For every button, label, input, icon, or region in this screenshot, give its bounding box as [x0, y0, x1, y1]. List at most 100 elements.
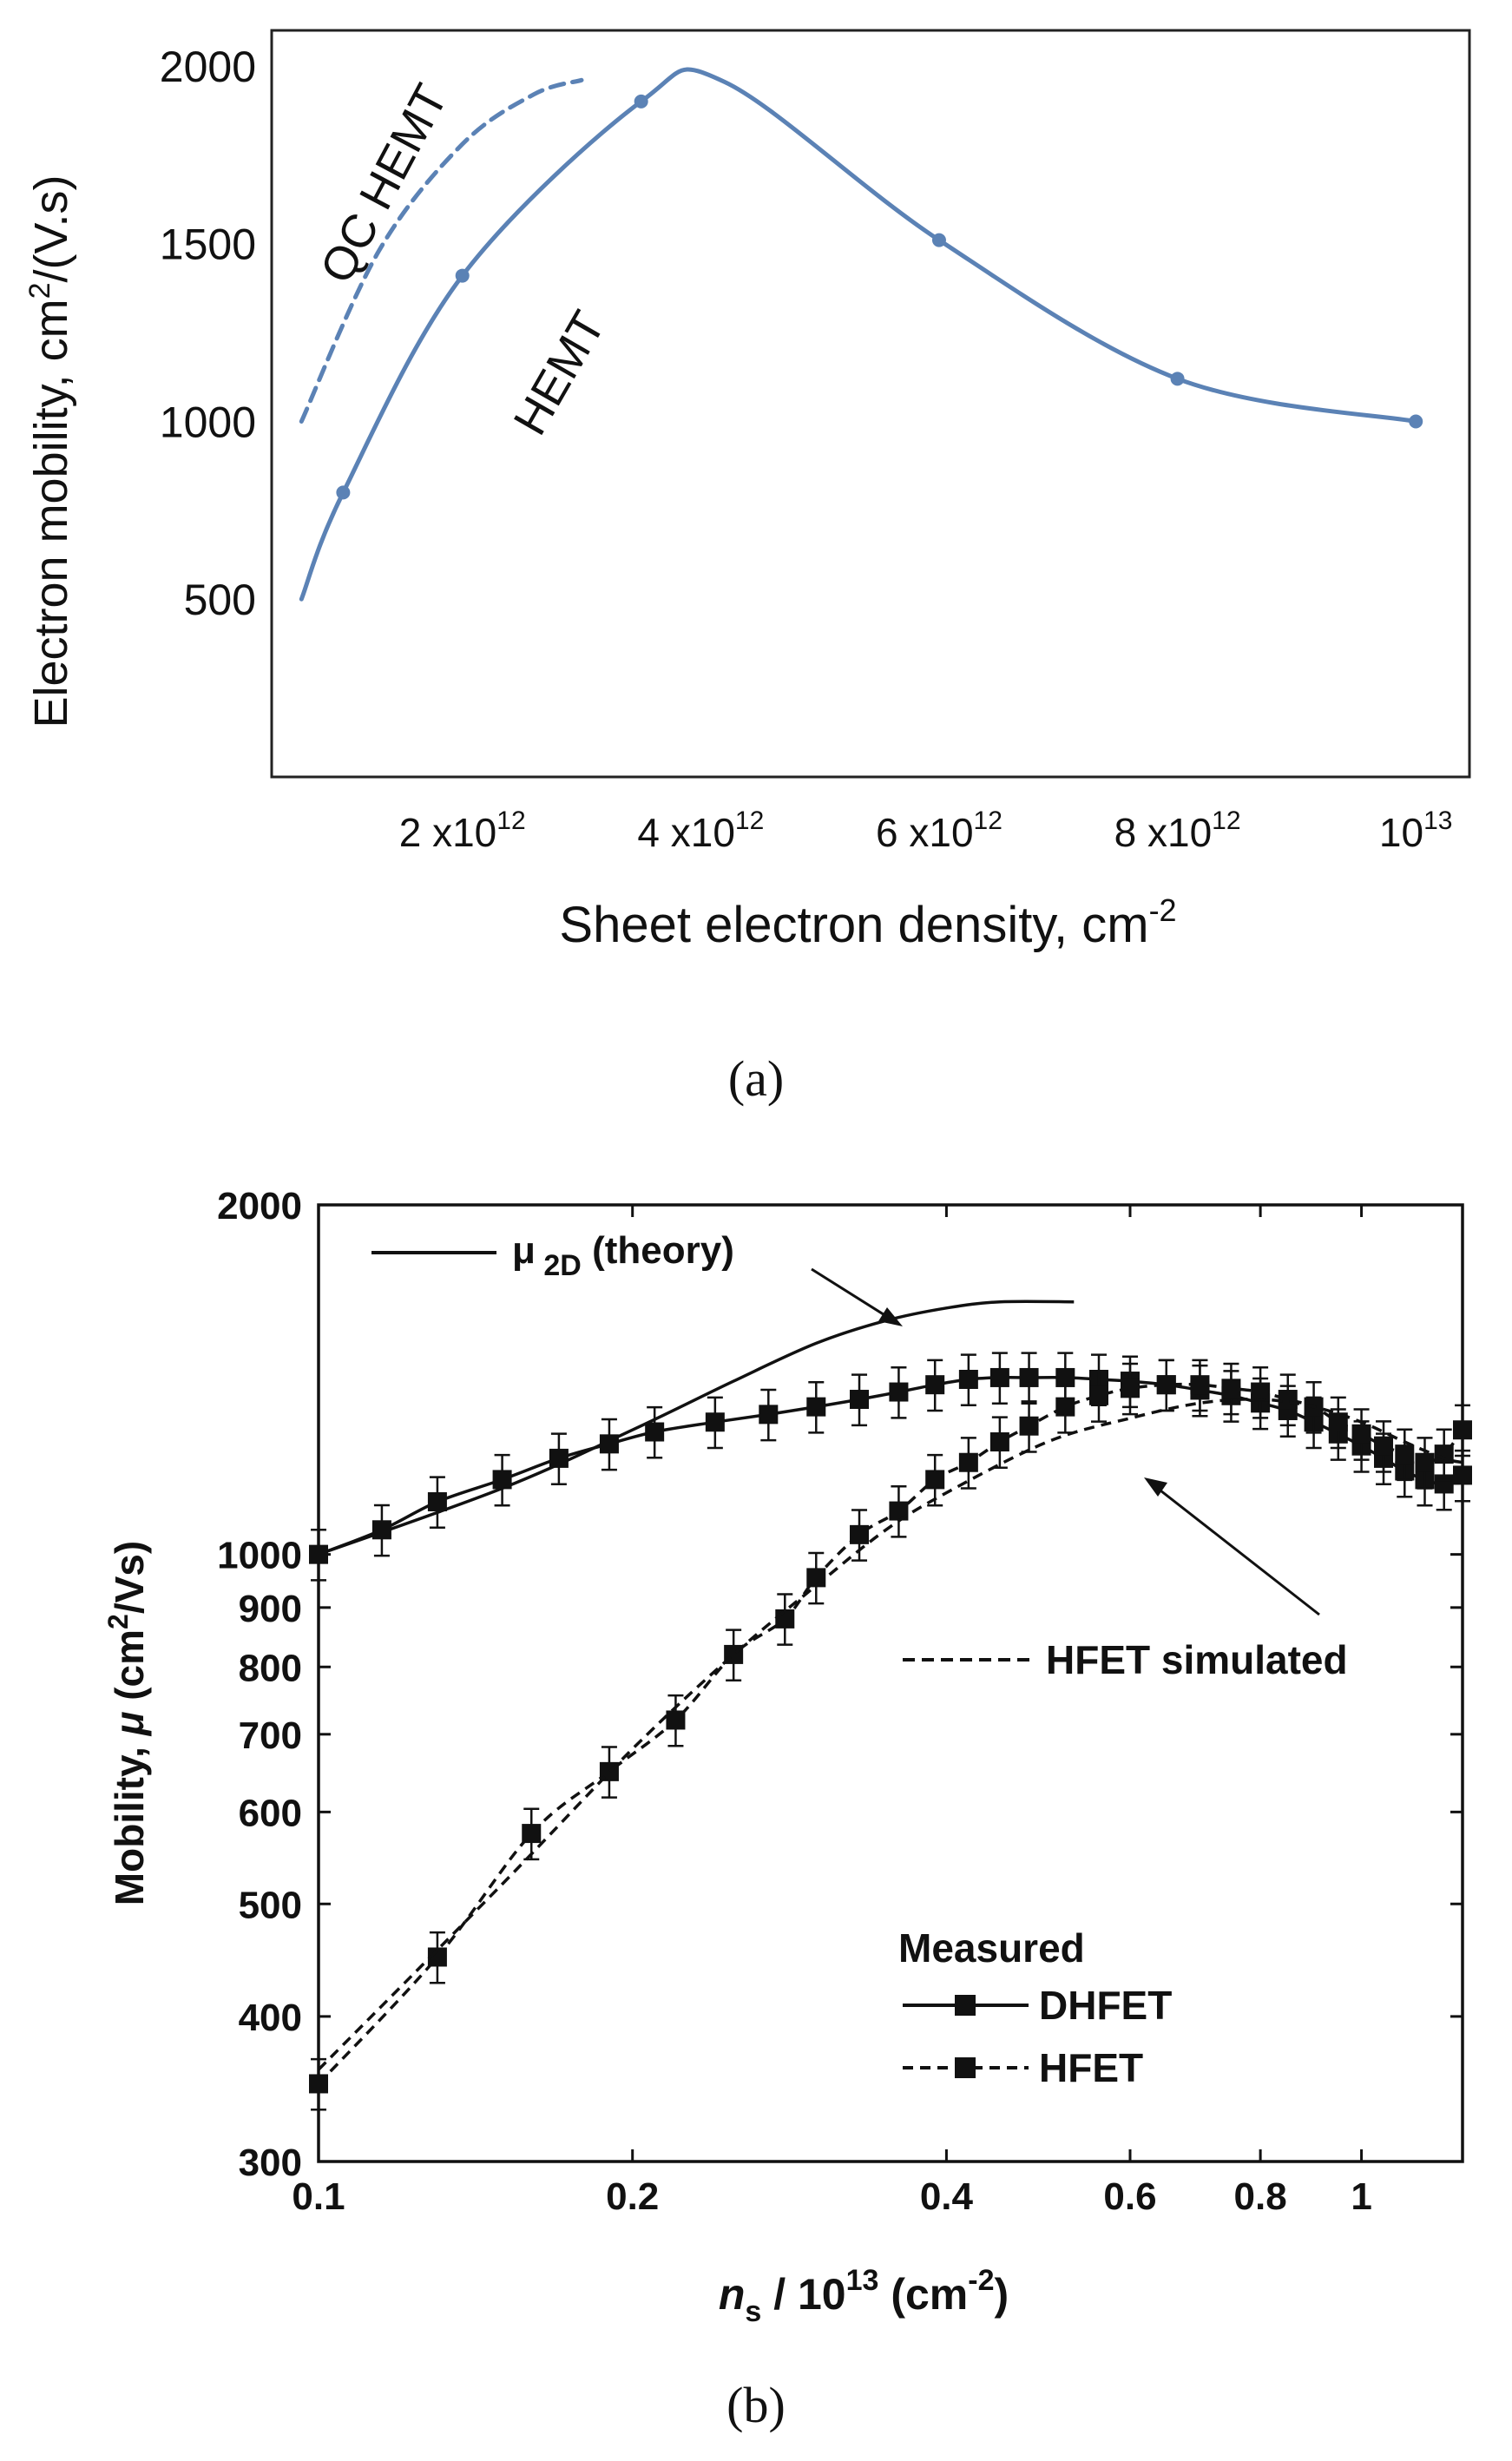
- panel-b-hfet-marker-19: [1221, 1379, 1241, 1398]
- panel-b-hfet-marker-18: [1190, 1375, 1210, 1395]
- panel-b-dhfet-marker-11: [889, 1382, 909, 1402]
- panel-a-hemt-marker-3: [931, 233, 946, 247]
- panel-a-x-tick-label-2: 2 x1012: [399, 806, 526, 855]
- panel-b-x-axis-label: ns / 1013 (cm-2): [719, 2264, 1009, 2328]
- panel-b-y-tick-label-2000: 2000: [217, 1185, 302, 1227]
- panel-b-hfet-marker-23: [1328, 1412, 1348, 1432]
- panel-b-hfet-marker-2: [522, 1824, 542, 1844]
- panel-b-x-tick-label-0.2: 0.2: [606, 2175, 659, 2218]
- panel-a-x-tick-label-4: 4 x1012: [637, 806, 764, 855]
- panel-a-hemt-marker-5: [1409, 414, 1423, 429]
- panel-b-y-tick-label-800: 800: [239, 1647, 302, 1689]
- panel-a-x-axis-label: Sheet electron density, cm-2: [559, 892, 1176, 953]
- panel-b-dhfet-marker-6: [645, 1422, 665, 1442]
- panel-a-hemt-curve: [299, 67, 1418, 602]
- panel-b-theory-arrow-line: [811, 1267, 897, 1324]
- panel-b-y-tick-label-900: 900: [239, 1588, 302, 1630]
- panel-b-x-tick-label-1: 1: [1351, 2175, 1371, 2218]
- panel-b-legend-title: Measured: [898, 1925, 1085, 1971]
- panel-b-hfet-line: [317, 1382, 1464, 2085]
- panel-a-chart: 500 1000 1500 2000 2 x1012 4 x1012 6 x1012 8 x…: [23, 29, 1471, 1107]
- panel-b-hfet-marker-28: [1434, 1444, 1454, 1464]
- panel-b-hfet-marker-0: [309, 2074, 328, 2094]
- panel-b-y-tick-label-600: 600: [239, 1792, 302, 1834]
- panel-b-simulated-arrow-head: [1144, 1477, 1167, 1497]
- panel-a-y-tick-label-2000: 2000: [160, 43, 256, 91]
- panel-b-dhfet-marker-12: [925, 1375, 945, 1395]
- panel-b-hfet-marker-15: [1088, 1385, 1108, 1405]
- panel-b-plot-frame: [317, 1203, 1464, 2163]
- panel-a-y-tick-label-500: 500: [184, 576, 256, 624]
- panel-b-hfet-simulated-line: [317, 1398, 1463, 2071]
- panel-b-legend-hfet-label: HFET: [1039, 2045, 1143, 2090]
- panel-b-y-axis-label: Mobility, μ (cm2/Vs): [102, 1541, 152, 1905]
- panel-b-hfet-marker-4: [666, 1710, 686, 1730]
- panel-b-hfet-marker-24: [1351, 1424, 1371, 1444]
- panel-b-hfet-marker-1: [427, 1947, 447, 1967]
- panel-b-dhfet-marker-0: [309, 1544, 328, 1564]
- panel-b-dhfet-marker-4: [549, 1448, 569, 1468]
- panel-b-dhfet-marker-3: [492, 1470, 512, 1490]
- panel-b-dhfet-marker-5: [599, 1434, 619, 1454]
- panel-a-y-tick-label-1000: 1000: [160, 398, 256, 446]
- panel-b--2d-theory-line: [318, 1300, 1075, 1556]
- panel-b-hfet-marker-10: [925, 1470, 945, 1490]
- panel-a-x-tick-label-10: 1013: [1379, 806, 1453, 855]
- panel-b-y-ticks: 300 400 500 600 700 800 900 1000 2000: [217, 1185, 1463, 2184]
- panel-b-x-ticks: 0.1 0.2 0.4 0.6 0.8 1: [292, 1205, 1372, 2218]
- panel-b-caption: (b): [726, 2377, 786, 2433]
- panel-a-qc-hemt-annotation: QC HEMT: [311, 76, 458, 292]
- panel-a-hemt-marker-2: [634, 94, 648, 109]
- panel-b-hfet-marker-14: [1055, 1397, 1075, 1417]
- panel-a-hemt-marker-4: [1170, 372, 1185, 386]
- panel-b-legend-dhfet-label: DHFET: [1039, 1983, 1172, 2028]
- panel-b-dhfet-marker-8: [759, 1405, 779, 1425]
- panel-a-x-ticks: 2 x1012 4 x1012 6 x1012 8 x1012 1013: [399, 806, 1453, 855]
- panel-b-dhfet-marker-7: [705, 1412, 725, 1432]
- panel-b-hfet-marker-27: [1415, 1452, 1435, 1472]
- panel-a-hemt-annotation: HEMT: [503, 303, 615, 444]
- panel-b-hfet-marker-21: [1278, 1390, 1298, 1410]
- panel-b-hfet-marker-17: [1156, 1375, 1176, 1395]
- panel-a-x-tick-label-6: 6 x1012: [876, 806, 1003, 855]
- panel-a-hemt-marker-0: [336, 485, 351, 500]
- panel-b-theory-label: μ 2D (theory): [512, 1229, 734, 1282]
- panel-b-dhfet-marker-14: [989, 1367, 1009, 1387]
- panel-b-legend: Measured DHFET HFET: [898, 1925, 1172, 2090]
- panel-b-x-tick-label-0.1: 0.1: [292, 2175, 345, 2218]
- panel-b-hfet-marker-6: [775, 1609, 795, 1629]
- panel-b-dhfet-marker-9: [806, 1397, 826, 1417]
- panel-a-series: [299, 67, 1423, 602]
- panel-a-x-tick-label-8: 8 x1012: [1114, 806, 1241, 855]
- panel-b-dhfet-marker-31: [1453, 1465, 1472, 1485]
- panel-b-y-tick-label-500: 500: [239, 1884, 302, 1926]
- panel-a-plot-frame: [270, 29, 1471, 779]
- panel-b-hfet-marker-11: [958, 1452, 978, 1472]
- panel-b-hfet-marker-25: [1374, 1436, 1394, 1456]
- panel-b-dhfet-marker-2: [427, 1492, 447, 1512]
- panel-b-hfet-marker-16: [1120, 1379, 1140, 1398]
- panel-a-qc-hemt-curve: [299, 77, 584, 424]
- panel-a-y-axis-label: Electron mobility, cm2/(V.s): [23, 174, 77, 727]
- panel-b-dhfet-marker-10: [850, 1390, 870, 1410]
- panel-b-legend-hfet-marker: [955, 2057, 976, 2078]
- panel-a-caption: (a): [728, 1050, 784, 1107]
- panel-b-hfet-marker-29: [1453, 1420, 1472, 1440]
- panel-a-y-tick-label-1500: 1500: [160, 220, 256, 269]
- panel-b-x-tick-label-0.8: 0.8: [1234, 2175, 1287, 2218]
- panel-b-x-tick-label-0.4: 0.4: [920, 2175, 974, 2218]
- panel-b-dhfet-marker-1: [371, 1520, 391, 1540]
- panel-b-theory-arrow-head: [878, 1307, 903, 1326]
- panel-b-dhfet-marker-15: [1019, 1367, 1039, 1387]
- panel-b-hfet-marker-12: [989, 1432, 1009, 1452]
- panel-b-y-tick-label-400: 400: [239, 1997, 302, 2039]
- panel-b-dhfet-marker-13: [958, 1369, 978, 1389]
- panel-a-y-ticks: 500 1000 1500 2000: [160, 43, 256, 624]
- panel-b-hfet-marker-13: [1019, 1416, 1039, 1436]
- panel-b-y-tick-label-1000: 1000: [217, 1535, 302, 1577]
- panel-a-hemt-marker-1: [455, 268, 470, 283]
- panel-b-hfet-marker-8: [850, 1524, 870, 1544]
- panel-b-y-tick-label-700: 700: [239, 1714, 302, 1757]
